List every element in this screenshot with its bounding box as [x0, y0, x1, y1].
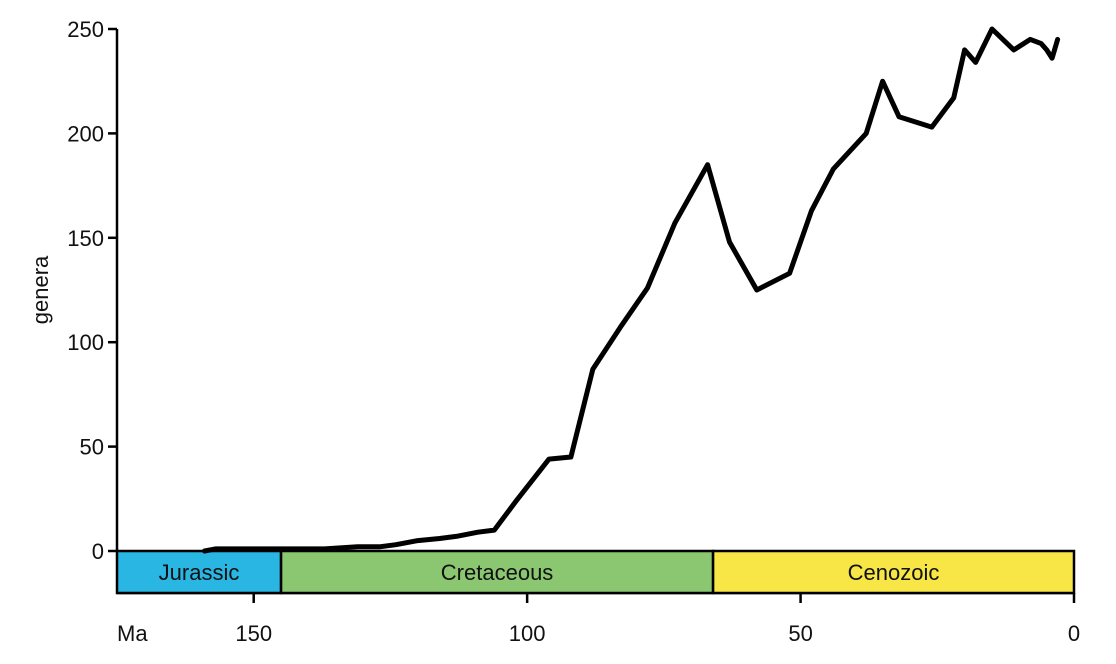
y-tick-label: 250 [67, 17, 104, 42]
period-label: Cenozoic [848, 560, 940, 585]
period-cenozoic [711, 549, 1076, 595]
period-jurassic [115, 549, 283, 595]
series-line [202, 26, 1061, 554]
period-label: Jurassic [159, 560, 240, 585]
y-tick-label: 100 [67, 330, 104, 355]
geologic-period-bar: Jurassic Cretaceous Cenozoic [115, 549, 1076, 595]
y-tick-label: 150 [67, 226, 104, 251]
y-axis: 0 50 100 150 200 250 [67, 17, 119, 564]
genera-series [202, 26, 1061, 554]
period-label: Cretaceous [441, 560, 554, 585]
y-tick-label: 200 [67, 121, 104, 146]
y-axis-title: genera [28, 255, 53, 324]
x-tick-label: 150 [235, 621, 272, 646]
x-axis-title: Ma [117, 621, 148, 646]
y-tick-label: 0 [92, 539, 104, 564]
x-tick-label: 100 [509, 621, 546, 646]
x-tick-label: 50 [788, 621, 812, 646]
x-axis: 150 100 50 0 [117, 591, 1080, 646]
x-tick-label: 0 [1068, 621, 1080, 646]
period-cretaceous [279, 549, 715, 595]
y-tick-label: 50 [80, 435, 104, 460]
